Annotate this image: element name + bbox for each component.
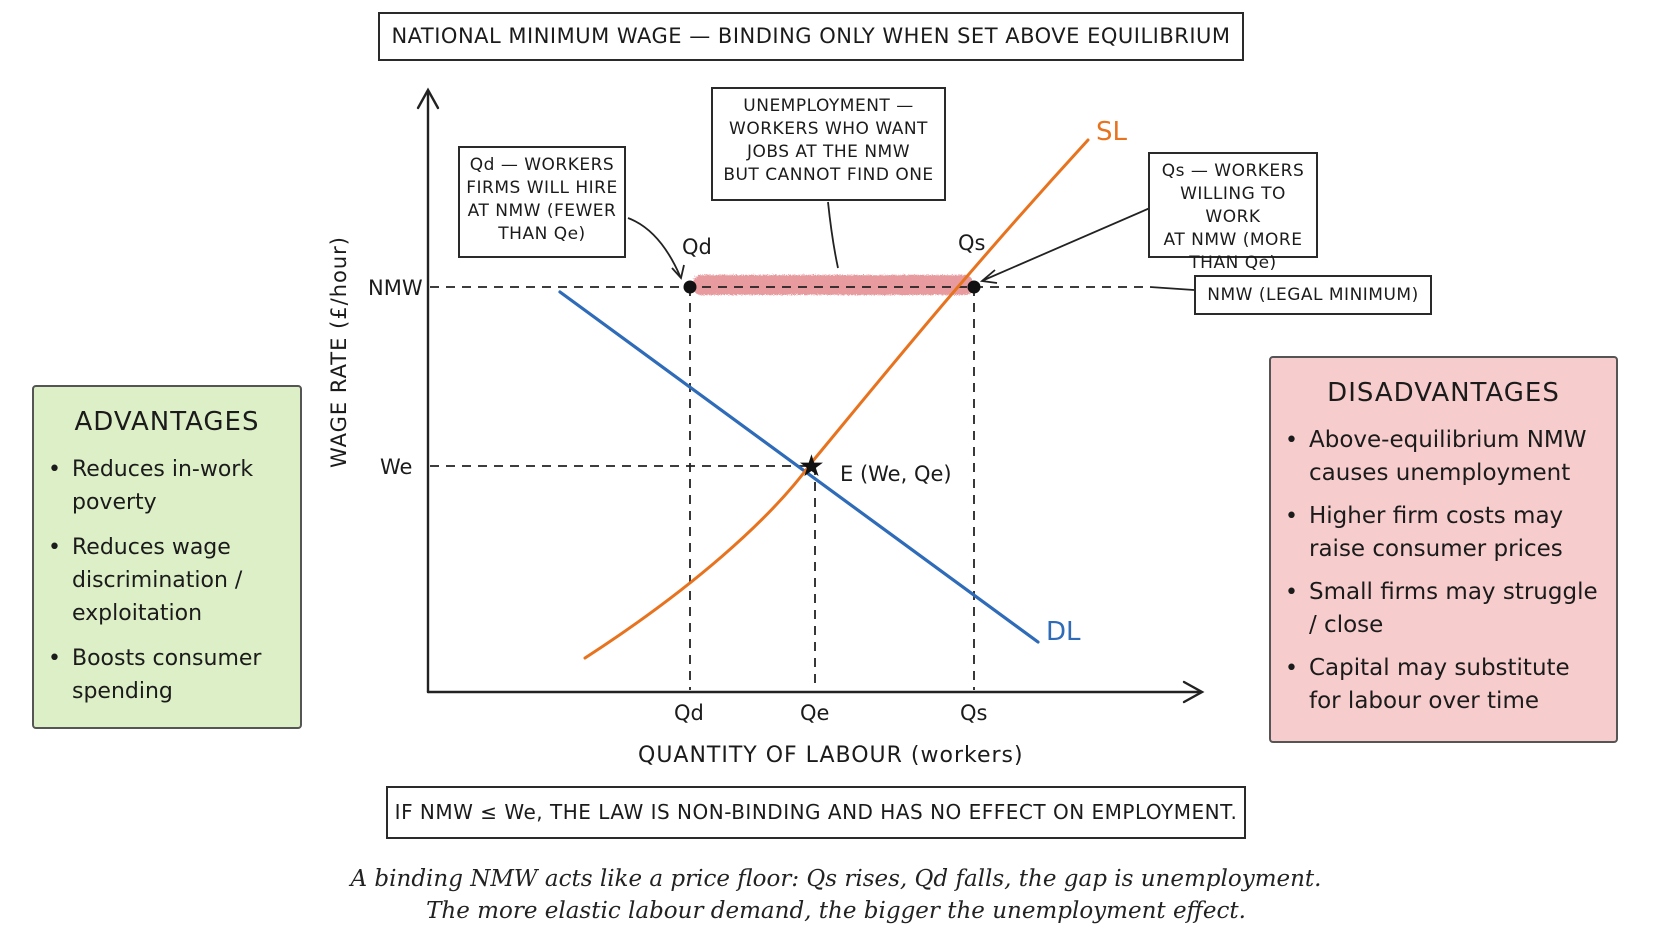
y-axis-arrow-icon [416, 87, 440, 110]
y-tick-we: We [380, 455, 412, 479]
supply-curve-sl [583, 138, 1090, 660]
disadvantages-list: • Above-equilibrium NMW causes unemployme… [1271, 424, 1616, 718]
disadvantages-panel: DISADVANTAGES • Above-equilibrium NMW cau… [1269, 356, 1618, 743]
dl-curve-label: DL [1046, 617, 1081, 647]
qd-pointer-arrow-icon [671, 264, 685, 280]
bullet-icon: • [48, 535, 61, 560]
qs-pointer-arrow-icon [979, 269, 998, 284]
list-item-text: Capital may substitute for labour over t… [1309, 655, 1570, 714]
qd-callout-line: AT NMW (FEWER [467, 201, 617, 221]
list-item-text: Above-equilibrium NMW causes unemploymen… [1309, 427, 1587, 486]
qs-point [967, 280, 981, 294]
list-item: • Above-equilibrium NMW causes unemployme… [1283, 424, 1606, 490]
qs-callout-line: THAN Qe) [1189, 253, 1277, 273]
advantages-panel: ADVANTAGES • Reduces in-work poverty • Red… [32, 385, 302, 729]
unemployment-callout-line: BUT CANNOT FIND ONE [723, 165, 934, 185]
list-item: • Higher firm costs may raise consumer pr… [1283, 500, 1606, 566]
bullet-icon: • [48, 646, 61, 671]
qs-callout-line: AT NMW (MORE [1163, 230, 1303, 250]
qs-point-label: Qs [958, 231, 985, 255]
bullet-icon: • [1285, 656, 1298, 681]
qs-callout-line: WILLING TO WORK [1180, 184, 1286, 227]
list-item-text: Reduces in-work poverty [72, 457, 254, 515]
x-tick-qd: Qd [674, 701, 704, 725]
unemployment-callout: UNEMPLOYMENT — WORKERS WHO WANT JOBS AT … [711, 87, 946, 201]
nmw-legal-minimum-callout: NMW (LEGAL MINIMUM) [1194, 275, 1432, 315]
list-item: • Small firms may struggle / close [1283, 576, 1606, 642]
qs-callout: Qs — WORKERS WILLING TO WORK AT NMW (MOR… [1148, 152, 1318, 273]
summary-line-1: A binding NMW acts like a price floor: Q… [350, 866, 1322, 892]
qd-callout-pointer [627, 217, 681, 277]
bullet-icon: • [48, 457, 61, 482]
list-item: • Capital may substitute for labour over … [1283, 652, 1606, 718]
list-item: • Reduces wage discrimination / exploitat… [46, 531, 290, 630]
equilibrium-label: E (We, Qe) [840, 462, 952, 486]
list-item-text: Boosts consumer spending [72, 646, 262, 704]
unemployment-callout-pointer [827, 201, 839, 269]
bullet-icon: • [1285, 428, 1298, 453]
unemployment-callout-line: UNEMPLOYMENT — [743, 96, 914, 116]
qs-callout-pointer [983, 207, 1151, 281]
dashed-guides [430, 286, 1150, 690]
advantages-list: • Reduces in-work poverty • Reduces wage d… [34, 453, 300, 708]
demand-curve-dl [558, 290, 1040, 644]
qd-callout-line: Qd — WORKERS [469, 155, 615, 175]
list-item: • Boosts consumer spending [46, 642, 290, 708]
qd-callout: Qd — WORKERS FIRMS WILL HIRE AT NMW (FEW… [458, 146, 626, 258]
equilibrium-star-icon: ★ [798, 449, 825, 484]
unemployment-band [692, 274, 972, 294]
qd-point-label: Qd [682, 235, 712, 259]
x-tick-qe: Qe [800, 701, 829, 725]
bullet-icon: • [1285, 504, 1298, 529]
list-item: • Reduces in-work poverty [46, 453, 290, 519]
unemployment-callout-line: JOBS AT THE NMW [746, 142, 911, 162]
unemployment-callout-line: WORKERS WHO WANT [729, 119, 928, 139]
x-axis-label: QUANTITY OF LABOUR (workers) [638, 743, 1024, 768]
list-item-text: Reduces wage discrimination / exploitati… [72, 535, 243, 626]
qd-callout-line: THAN Qe) [498, 224, 586, 244]
qs-callout-line: Qs — WORKERS [1161, 161, 1305, 181]
y-axis-label: WAGE RATE (£/hour) [327, 236, 351, 468]
qd-point [683, 280, 697, 294]
qd-callout-line: FIRMS WILL HIRE [466, 178, 618, 198]
x-axis-arrow-icon [1182, 680, 1205, 704]
advantages-heading: ADVANTAGES [74, 407, 260, 437]
diagram-title: NATIONAL MINIMUM WAGE — BINDING ONLY WHE… [378, 12, 1244, 61]
non-binding-note: IF NMW ≤ We, THE LAW IS NON-BINDING AND … [386, 786, 1246, 839]
bullet-icon: • [1285, 580, 1298, 605]
list-item-text: Small firms may struggle / close [1309, 579, 1598, 638]
disadvantages-heading: DISADVANTAGES [1327, 378, 1560, 408]
nmw-callout-connector [1149, 286, 1195, 291]
list-item-text: Higher firm costs may raise consumer pri… [1309, 503, 1564, 562]
sl-curve-label: SL [1096, 117, 1128, 147]
summary-line-2: The more elastic labour demand, the bigg… [426, 898, 1246, 924]
y-tick-nmw: NMW [368, 276, 423, 300]
x-tick-qs: Qs [960, 701, 987, 725]
